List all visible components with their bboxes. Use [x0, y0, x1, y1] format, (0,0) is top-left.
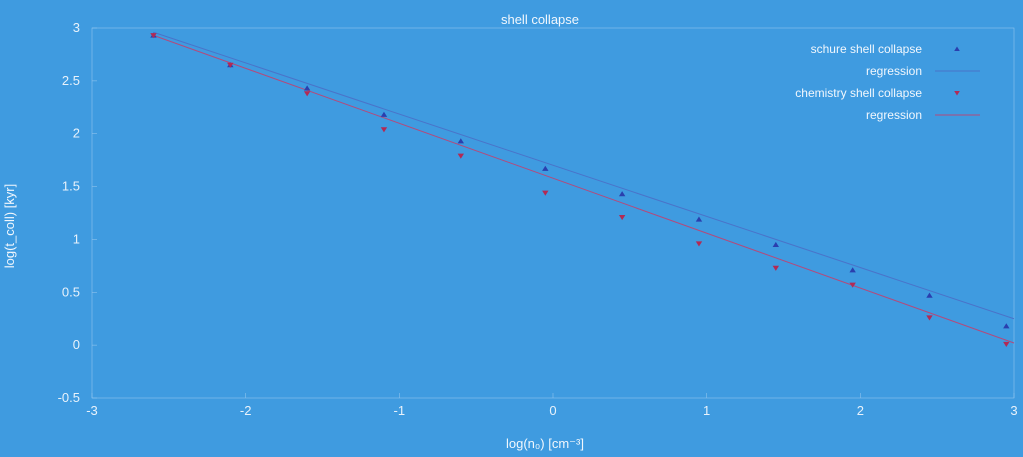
chemistry-data-point	[150, 33, 157, 39]
legend-label: regression	[866, 108, 922, 122]
chemistry-data-point	[1003, 341, 1010, 347]
y-tick-label: 1.5	[62, 179, 80, 194]
y-tick-label: 0.5	[62, 284, 80, 299]
regression-line	[153, 31, 1015, 320]
x-tick-label: 2	[857, 403, 864, 418]
schure-data-point	[303, 85, 311, 91]
chemistry-data-point	[772, 265, 780, 271]
x-tick-label: -3	[86, 403, 98, 418]
chemistry-data-point	[618, 214, 626, 221]
chemistry-data-point	[849, 282, 856, 288]
legend-marker-swatch	[954, 46, 960, 51]
plot-area	[91, 27, 1015, 399]
y-tick-label: 2	[73, 126, 80, 141]
schure-data-point	[542, 165, 549, 171]
regression-line	[153, 34, 1015, 344]
y-axis-label: log(t_coll) [kyr]	[2, 184, 17, 269]
y-tick-label: 0	[73, 337, 80, 352]
regression-lines	[153, 31, 1015, 344]
y-tick-label: 2.5	[62, 73, 80, 88]
schure-data-point	[849, 267, 856, 273]
chemistry-data-point	[926, 315, 933, 321]
y-tick-label: 1	[73, 231, 80, 246]
x-tick-label: 3	[1010, 403, 1017, 418]
chart-title: shell collapse	[501, 12, 579, 27]
legend: schure shell collapse regression chemistry…	[795, 42, 980, 122]
chemistry-data-point	[695, 241, 703, 247]
legend-marker-swatch	[954, 91, 960, 96]
schure-data-point	[380, 111, 388, 117]
chemistry-data-point	[457, 153, 464, 159]
y-tick-label: 3	[73, 20, 80, 35]
schure-data-point	[1003, 323, 1010, 329]
x-tick-label: -2	[240, 403, 252, 418]
chemistry-data-point	[542, 190, 549, 196]
x-tick-label: -1	[394, 403, 406, 418]
y-tick-label: -0.5	[58, 390, 80, 405]
schure-data-point	[618, 191, 626, 197]
legend-label: chemistry shell collapse	[795, 86, 922, 100]
chemistry-data-point	[227, 62, 234, 68]
legend-label: regression	[866, 64, 922, 78]
legend-label: schure shell collapse	[811, 42, 923, 56]
data-points	[150, 32, 1010, 347]
x-tick-label: 1	[703, 403, 710, 418]
schure-data-point	[926, 292, 933, 298]
schure-data-point	[772, 241, 780, 247]
schure-data-point	[457, 138, 464, 144]
x-tick-label: 0	[549, 403, 556, 418]
x-axis-label: log(n₀) [cm⁻³]	[506, 436, 584, 451]
axis-ticks: -3 -2 -1 0 1 2 3 -0.5 0 0.5 1 1.5 2 2.5 3	[58, 20, 1018, 418]
chemistry-data-point	[303, 91, 311, 97]
schure-data-point	[695, 216, 703, 222]
chemistry-data-point	[380, 127, 388, 133]
